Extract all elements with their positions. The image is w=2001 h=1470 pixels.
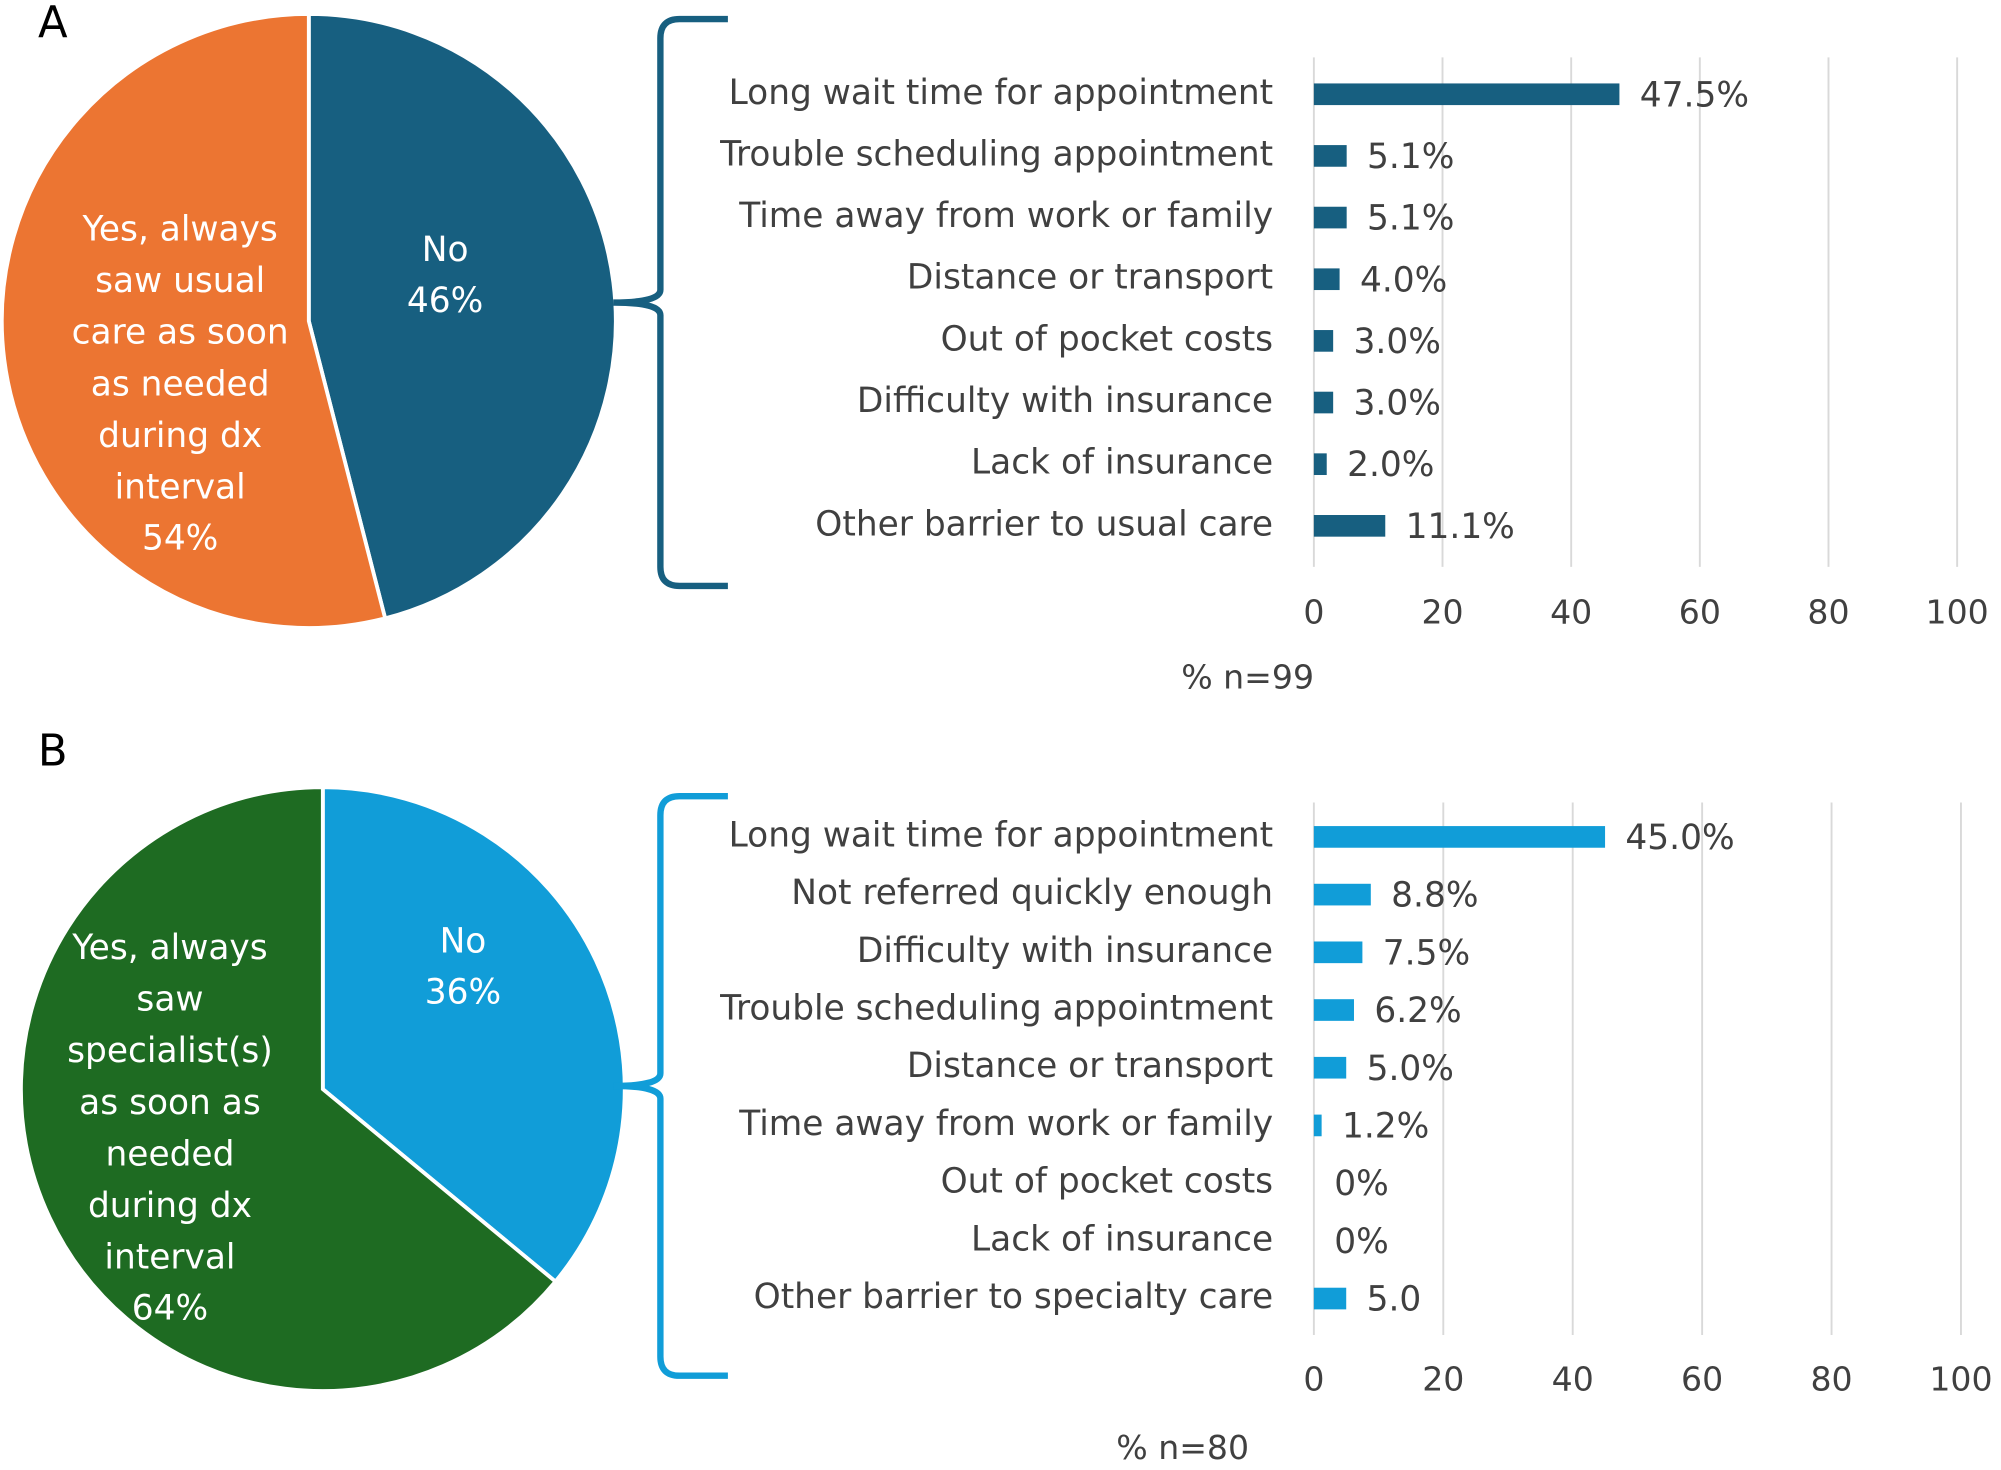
x-axis-label: % n=80	[1116, 1428, 1249, 1467]
value-label: 8.8%	[1391, 876, 1478, 916]
category-label: Long wait time for appointment	[729, 815, 1273, 855]
bar	[1313, 206, 1347, 229]
bar	[1313, 1056, 1347, 1079]
bar	[1313, 83, 1620, 106]
value-label: 1.2%	[1342, 1106, 1429, 1146]
value-label: 7.5%	[1383, 933, 1470, 973]
bar	[1313, 941, 1363, 964]
slice-value-label: 46%	[407, 281, 483, 321]
slice-label: No	[440, 921, 487, 961]
category-label: Distance or transport	[907, 1046, 1273, 1086]
x-tick-label: 20	[1421, 592, 1463, 631]
value-label: 5.0	[1367, 1280, 1422, 1320]
x-axis-label: % n=99	[1181, 657, 1314, 696]
pie-slice	[320, 785, 627, 1285]
bar	[1313, 826, 1606, 848]
bracket	[613, 15, 728, 590]
bar	[1313, 453, 1327, 476]
panel-label: B	[38, 727, 68, 777]
bar	[1313, 515, 1386, 537]
x-tick-label: 0	[1303, 592, 1324, 631]
x-tick-label: 40	[1550, 592, 1592, 631]
bar	[1313, 999, 1354, 1021]
pie-slice	[19, 785, 559, 1393]
bar	[1313, 1114, 1322, 1137]
bar	[1313, 391, 1334, 414]
x-tick-label: 80	[1807, 592, 1849, 631]
pie-slice	[0, 12, 388, 630]
value-label: 5.1%	[1367, 199, 1454, 239]
category-label: Trouble scheduling appointment	[719, 134, 1273, 174]
x-tick-label: 100	[1926, 592, 1989, 631]
slice-label: No	[422, 229, 469, 269]
bracket	[613, 792, 728, 1379]
x-tick-label: 0	[1303, 1359, 1324, 1398]
x-tick-label: 80	[1810, 1359, 1852, 1398]
x-tick-label: 20	[1422, 1359, 1464, 1398]
value-label: 2.0%	[1347, 445, 1434, 485]
bar	[1313, 145, 1347, 167]
value-label: 11.1%	[1406, 507, 1515, 547]
value-label: 3.0%	[1354, 384, 1441, 424]
category-label: Difficulty with insurance	[857, 931, 1273, 971]
value-label: 3.0%	[1354, 322, 1441, 362]
category-label: Out of pocket costs	[941, 1162, 1274, 1202]
slice-value-label: 54%	[142, 519, 218, 559]
category-label: Not referred quickly enough	[791, 873, 1273, 913]
x-tick-label: 60	[1681, 1359, 1723, 1398]
bar	[1313, 268, 1340, 291]
value-label: 0%	[1334, 1222, 1389, 1262]
value-label: 5.1%	[1367, 137, 1454, 177]
category-label: Other barrier to specialty care	[754, 1277, 1273, 1317]
category-label: Time away from work or family	[738, 196, 1273, 236]
slice-label: Yes, always saw specialist(s) as soon as nee…	[67, 928, 273, 1278]
slice-value-label: 36%	[425, 973, 501, 1013]
value-label: 4.0%	[1360, 260, 1447, 300]
category-label: Difficulty with insurance	[857, 381, 1273, 421]
category-label: Lack of insurance	[971, 1219, 1273, 1259]
panel-label: A	[38, 0, 68, 48]
category-label: Trouble scheduling appointment	[719, 989, 1273, 1029]
pie-slice	[306, 12, 618, 621]
category-label: Long wait time for appointment	[729, 73, 1273, 113]
bar	[1313, 1287, 1347, 1310]
bar	[1313, 883, 1371, 906]
category-label: Out of pocket costs	[941, 319, 1274, 359]
x-tick-label: 60	[1679, 592, 1721, 631]
value-label: 47.5%	[1640, 75, 1749, 115]
category-label: Other barrier to usual care	[815, 504, 1273, 544]
value-label: 6.2%	[1374, 991, 1461, 1031]
value-label: 5.0%	[1367, 1049, 1454, 1089]
slice-value-label: 64%	[132, 1289, 208, 1329]
x-tick-label: 100	[1929, 1359, 1992, 1398]
slice-label: Yes, always saw usual care as soon as neede…	[72, 209, 289, 507]
category-label: Lack of insurance	[971, 443, 1273, 483]
category-label: Time away from work or family	[738, 1104, 1273, 1144]
bar	[1313, 330, 1334, 352]
value-label: 0%	[1334, 1164, 1389, 1204]
value-label: 45.0%	[1625, 818, 1734, 858]
category-label: Distance or transport	[907, 258, 1273, 298]
x-tick-label: 40	[1552, 1359, 1594, 1398]
